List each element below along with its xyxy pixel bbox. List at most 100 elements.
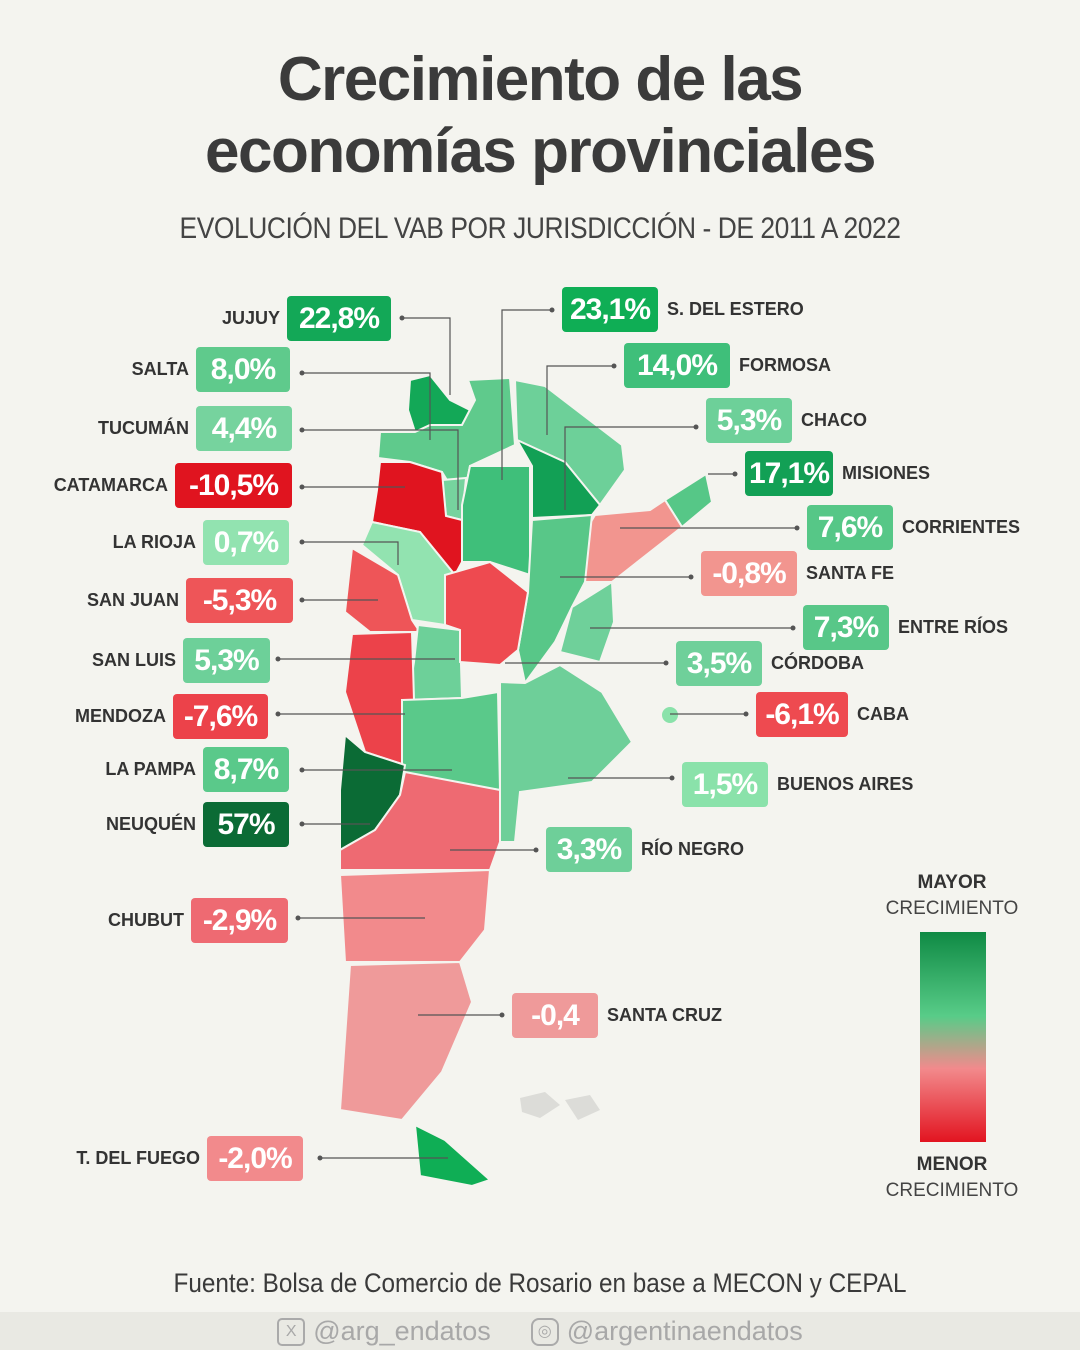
instagram-icon: ◎ [530,1318,559,1347]
province-name: ENTRE RÍOS [898,617,1009,637]
subtitle: EVOLUCIÓN DEL VAB POR JURISDICCIÓN - DE … [179,212,901,245]
leader-dot [743,711,749,717]
footer: X @arg_endatos ◎ @argentinaendatos [0,1312,1080,1350]
page-title: Crecimiento de las economías provinciale… [0,44,1080,188]
province-label: 14,0% FORMOSA [624,343,831,388]
province-cordoba [558,580,616,664]
leader-dot [499,1012,505,1018]
province-la-rioja [360,520,457,627]
province-name: LA RIOJA [112,532,196,552]
value-badge: -2,9% [191,898,288,943]
province-label: 3,5% CÓRDOBA [676,641,864,686]
province-t-del-fuego [338,868,492,963]
leader-dot [533,847,539,853]
leader-dot [688,574,694,580]
province-label: JUJUY 22,8% [222,296,391,341]
province-name: MENDOZA [75,706,166,726]
legend-bottom-bold: MENOR [916,1154,988,1175]
province-label: 7,3% ENTRE RÍOS [803,605,1008,650]
leader-line [546,365,614,435]
value-badge: 5,3% [706,398,792,443]
legend-top: CRECIMIENTO [885,898,1019,919]
province-label: 23,1% S. DEL ESTERO [562,287,804,332]
value-badge: -0,8% [701,551,797,596]
x-icon: X [277,1318,306,1347]
province-label: 1,5% BUENOS AIRES [682,762,913,807]
province-label: SALTA 8,0% [132,347,290,392]
legend-top-bold: MAYOR [917,872,987,893]
leader-dot [295,915,301,921]
province-name: LA PAMPA [105,759,196,779]
leader-dot [663,660,669,666]
leader-dot [669,775,675,781]
legend-gradient [920,932,986,1142]
value-badge: 14,0% [624,343,730,388]
province-label: MENDOZA -7,6% [75,694,268,739]
province-formosa [461,465,531,577]
leader-line [302,372,431,440]
leader-dot [299,370,305,376]
province-name: NEUQUÉN [105,814,196,834]
province-santa-cruz [338,960,474,1122]
title-line-2: economías provinciales [205,117,876,186]
province-name: S. DEL ESTERO [667,299,804,319]
leader-dot [399,315,405,321]
province-label: T. DEL FUEGO -2,0% [76,1136,303,1181]
province-name: SALTA [131,359,189,379]
province-name: CABA [857,704,909,724]
province-name: T. DEL FUEGO [76,1148,200,1168]
malvinas-island [565,1095,600,1120]
province-label: LA PAMPA 8,7% [105,747,289,792]
value-badge: 0,7% [203,520,289,565]
leader-line [402,317,451,395]
instagram-handle[interactable]: ◎ @argentinaendatos [530,1316,803,1347]
province-label: -0,8% SANTA FE [701,551,894,596]
leader-dot [275,656,281,662]
value-badge: 7,6% [807,505,893,550]
province-name: CHUBUT [108,910,184,930]
province-label: CHUBUT -2,9% [108,898,288,943]
title-line-1: Crecimiento de las [277,45,804,114]
legend-bottom: CRECIMIENTO [885,1180,1019,1201]
leader-dot [299,484,305,490]
leader-line [501,309,552,480]
leader-line [302,541,399,565]
province-s-del-estero [413,1123,492,1188]
malvinas-island [520,1092,560,1118]
twitter-handle[interactable]: X @arg_endatos [277,1316,491,1347]
province-name: BUENOS AIRES [777,774,914,794]
source-note: Fuente: Bolsa de Comercio de Rosario en … [173,1268,907,1298]
province-name: CÓRDOBA [771,653,864,673]
province-label: 17,1% MISIONES [745,451,930,496]
value-badge: -7,6% [173,694,268,739]
leader-dot [693,424,699,430]
province-label: SAN LUIS 5,3% [92,638,270,683]
province-name: SANTA FE [806,563,894,583]
province-san-luis [406,623,464,702]
province-label: -6,1% CABA [756,692,909,737]
value-badge: 3,3% [546,827,632,872]
leader-dot [317,1155,323,1161]
province-name: CORRIENTES [902,517,1021,537]
province-jujuy [406,373,472,434]
value-badge: 7,3% [803,605,889,650]
value-badge: -6,1% [756,692,848,737]
province-label: LA RIOJA 0,7% [113,520,289,565]
leader-dot [549,307,555,313]
province-label: 5,3% CHACO [706,398,867,443]
province-name: SAN JUAN [86,590,179,610]
province-label: TUCUMÁN 4,4% [98,406,292,451]
value-badge: 5,3% [183,638,270,683]
value-badge: -0,4 [512,993,598,1038]
leader-dot [275,711,281,717]
province-caba [444,560,530,667]
province-name: CHACO [801,410,867,430]
leader-dot [790,625,796,631]
province-label: NEUQUÉN 57% [106,802,289,847]
leader-dot [732,471,738,477]
province-name: CATAMARCA [53,475,168,495]
leader-dot [299,821,305,827]
value-badge: -2,0% [207,1136,303,1181]
value-badge: 23,1% [562,287,658,332]
